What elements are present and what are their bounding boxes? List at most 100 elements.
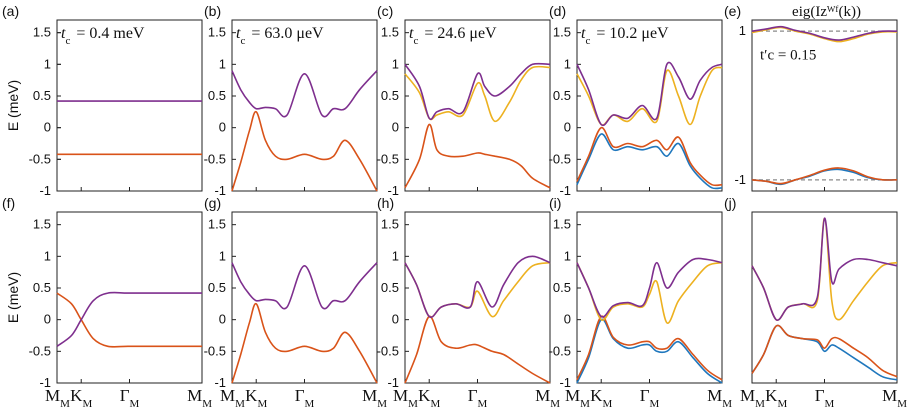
panel-b: (b) -1 -0.5 0 0.5 1 1.5 tc = 63.0 μeV [204,3,378,198]
panel-label: (b) [204,3,221,19]
x-tick-label: ΓM [120,386,140,408]
panel-e: (e) -1 1 t′c = 0.15 eig(Izᵂᶠ(k)) [724,3,898,192]
axes-frame [751,19,898,192]
x-tick-label: KM [765,386,787,408]
axes-frame [56,211,203,384]
y-tick-label: -1 [734,172,746,187]
y-tick-label: 1.5 [33,25,51,40]
y-tick-label: -1 [387,183,399,198]
y-tick-label: 1 [219,56,226,71]
y-tick-label: -1 [559,375,571,390]
panel-label: (h) [377,195,394,211]
y-tick-label: 1.5 [33,217,51,232]
series-purple-line [56,291,202,347]
panel-c: (c) -1 -0.5 0 0.5 1 1.5 tc = 24.6 μeV [377,3,551,198]
x-tick-label: MM [362,386,387,408]
y-tick-label: 1 [564,248,571,263]
panel-label: (g) [204,195,221,211]
x-tick-label: MM [565,386,590,408]
series-orange-line [231,110,378,192]
axes-frame [576,19,723,192]
panel-i: (i)-1-0.500.511.5MM KM ΓM MM [549,195,733,408]
panel-annotation: tc = 10.2 μeV [581,25,669,47]
panel-annotation: t′c = 0.15 [760,47,816,63]
y-tick-label: -1 [387,375,399,390]
series-purple-line [404,62,551,120]
y-tick-label: 1 [564,56,571,71]
x-tick-label: KM [245,386,267,408]
y-tick-label: 1.5 [208,25,226,40]
series-purple-line [404,255,551,319]
series-yellow-line [576,261,723,324]
y-tick-label: 1 [392,56,399,71]
y-tick-label: -0.5 [204,343,226,358]
axes-frame [231,19,378,192]
series-yellow-line [751,217,898,321]
series-orange-line [404,123,551,189]
y-axis-label: E (meV) [5,80,21,131]
y-tick-label: 1.5 [381,25,399,40]
panel-label: (i) [549,195,561,211]
y-tick-label: 1.5 [553,25,571,40]
y-tick-label: 1.5 [208,217,226,232]
panel-d: (d) -1 -0.5 0 0.5 1 1.5 tc = 10.2 μeV [549,3,723,198]
panel-label: (f) [2,195,15,211]
y-tick-label: 1 [392,248,399,263]
series-orange-line [404,315,551,384]
x-tick-label: MM [187,386,212,408]
axes-frame [56,19,203,192]
panel-annotation: tc = 24.6 μeV [409,25,497,47]
series-orange-line [56,292,202,348]
y-tick-label: -0.5 [29,343,51,358]
series-purple-line [751,25,898,41]
y-tick-label: -1 [39,375,51,390]
series-orange-line [751,167,898,185]
panel-label: (d) [549,3,566,19]
y-axis-label: E (meV) [5,272,21,323]
panel-annotation: tc = 63.0 μeV [236,25,324,47]
y-tick-label: 0.5 [381,280,399,295]
x-tick-label: MM [740,386,765,408]
series-yellow-line [751,26,898,43]
axes-frame [751,211,898,384]
y-tick-label: 1 [219,248,226,263]
panel-f: (f)-1-0.500.511.5MM KM ΓM MM [2,195,212,408]
series-yellow-line [576,66,723,126]
series-purple-line [576,61,723,127]
x-tick-label: KM [590,386,612,408]
x-tick-label: MM [707,386,732,408]
x-tick-label: ΓM [295,386,315,408]
axes-frame [231,211,378,384]
y-tick-label: -0.5 [29,151,51,166]
panel-h: (h)-1-0.500.511.5MM KM ΓM MM [377,195,561,408]
axes-frame [404,211,551,384]
y-tick-label: -0.5 [377,151,399,166]
panel-annotation: tc = 0.4 meV [61,25,145,47]
y-tick-label: -1 [39,183,51,198]
x-tick-label: MM [535,386,560,408]
series-orange-line [576,126,723,187]
y-tick-label: 0.5 [208,280,226,295]
y-tick-label: 0.5 [33,88,51,103]
series-orange-line [231,302,378,384]
y-tick-label: 1 [44,56,51,71]
series-purple-line [231,262,378,310]
series-orange-line [751,324,898,378]
y-tick-label: 0 [44,312,51,327]
panel-title: eig(Izᵂᶠ(k)) [792,4,861,20]
y-tick-label: 0 [564,312,571,327]
series-purple-line [231,70,378,118]
x-tick-label: KM [70,386,92,408]
panel-label: (c) [377,3,393,19]
panel-g: (g)-1-0.500.511.5MM KM ΓM MM [204,195,388,408]
x-tick-label: MM [220,386,245,408]
series-purple-line [576,257,723,318]
y-tick-label: -0.5 [377,343,399,358]
x-tick-label: MM [393,386,418,408]
y-tick-label: 1 [44,248,51,263]
y-tick-label: 0.5 [381,88,399,103]
x-tick-label: MM [882,386,907,408]
y-tick-label: -0.5 [549,151,571,166]
series-blue-line [751,324,898,381]
